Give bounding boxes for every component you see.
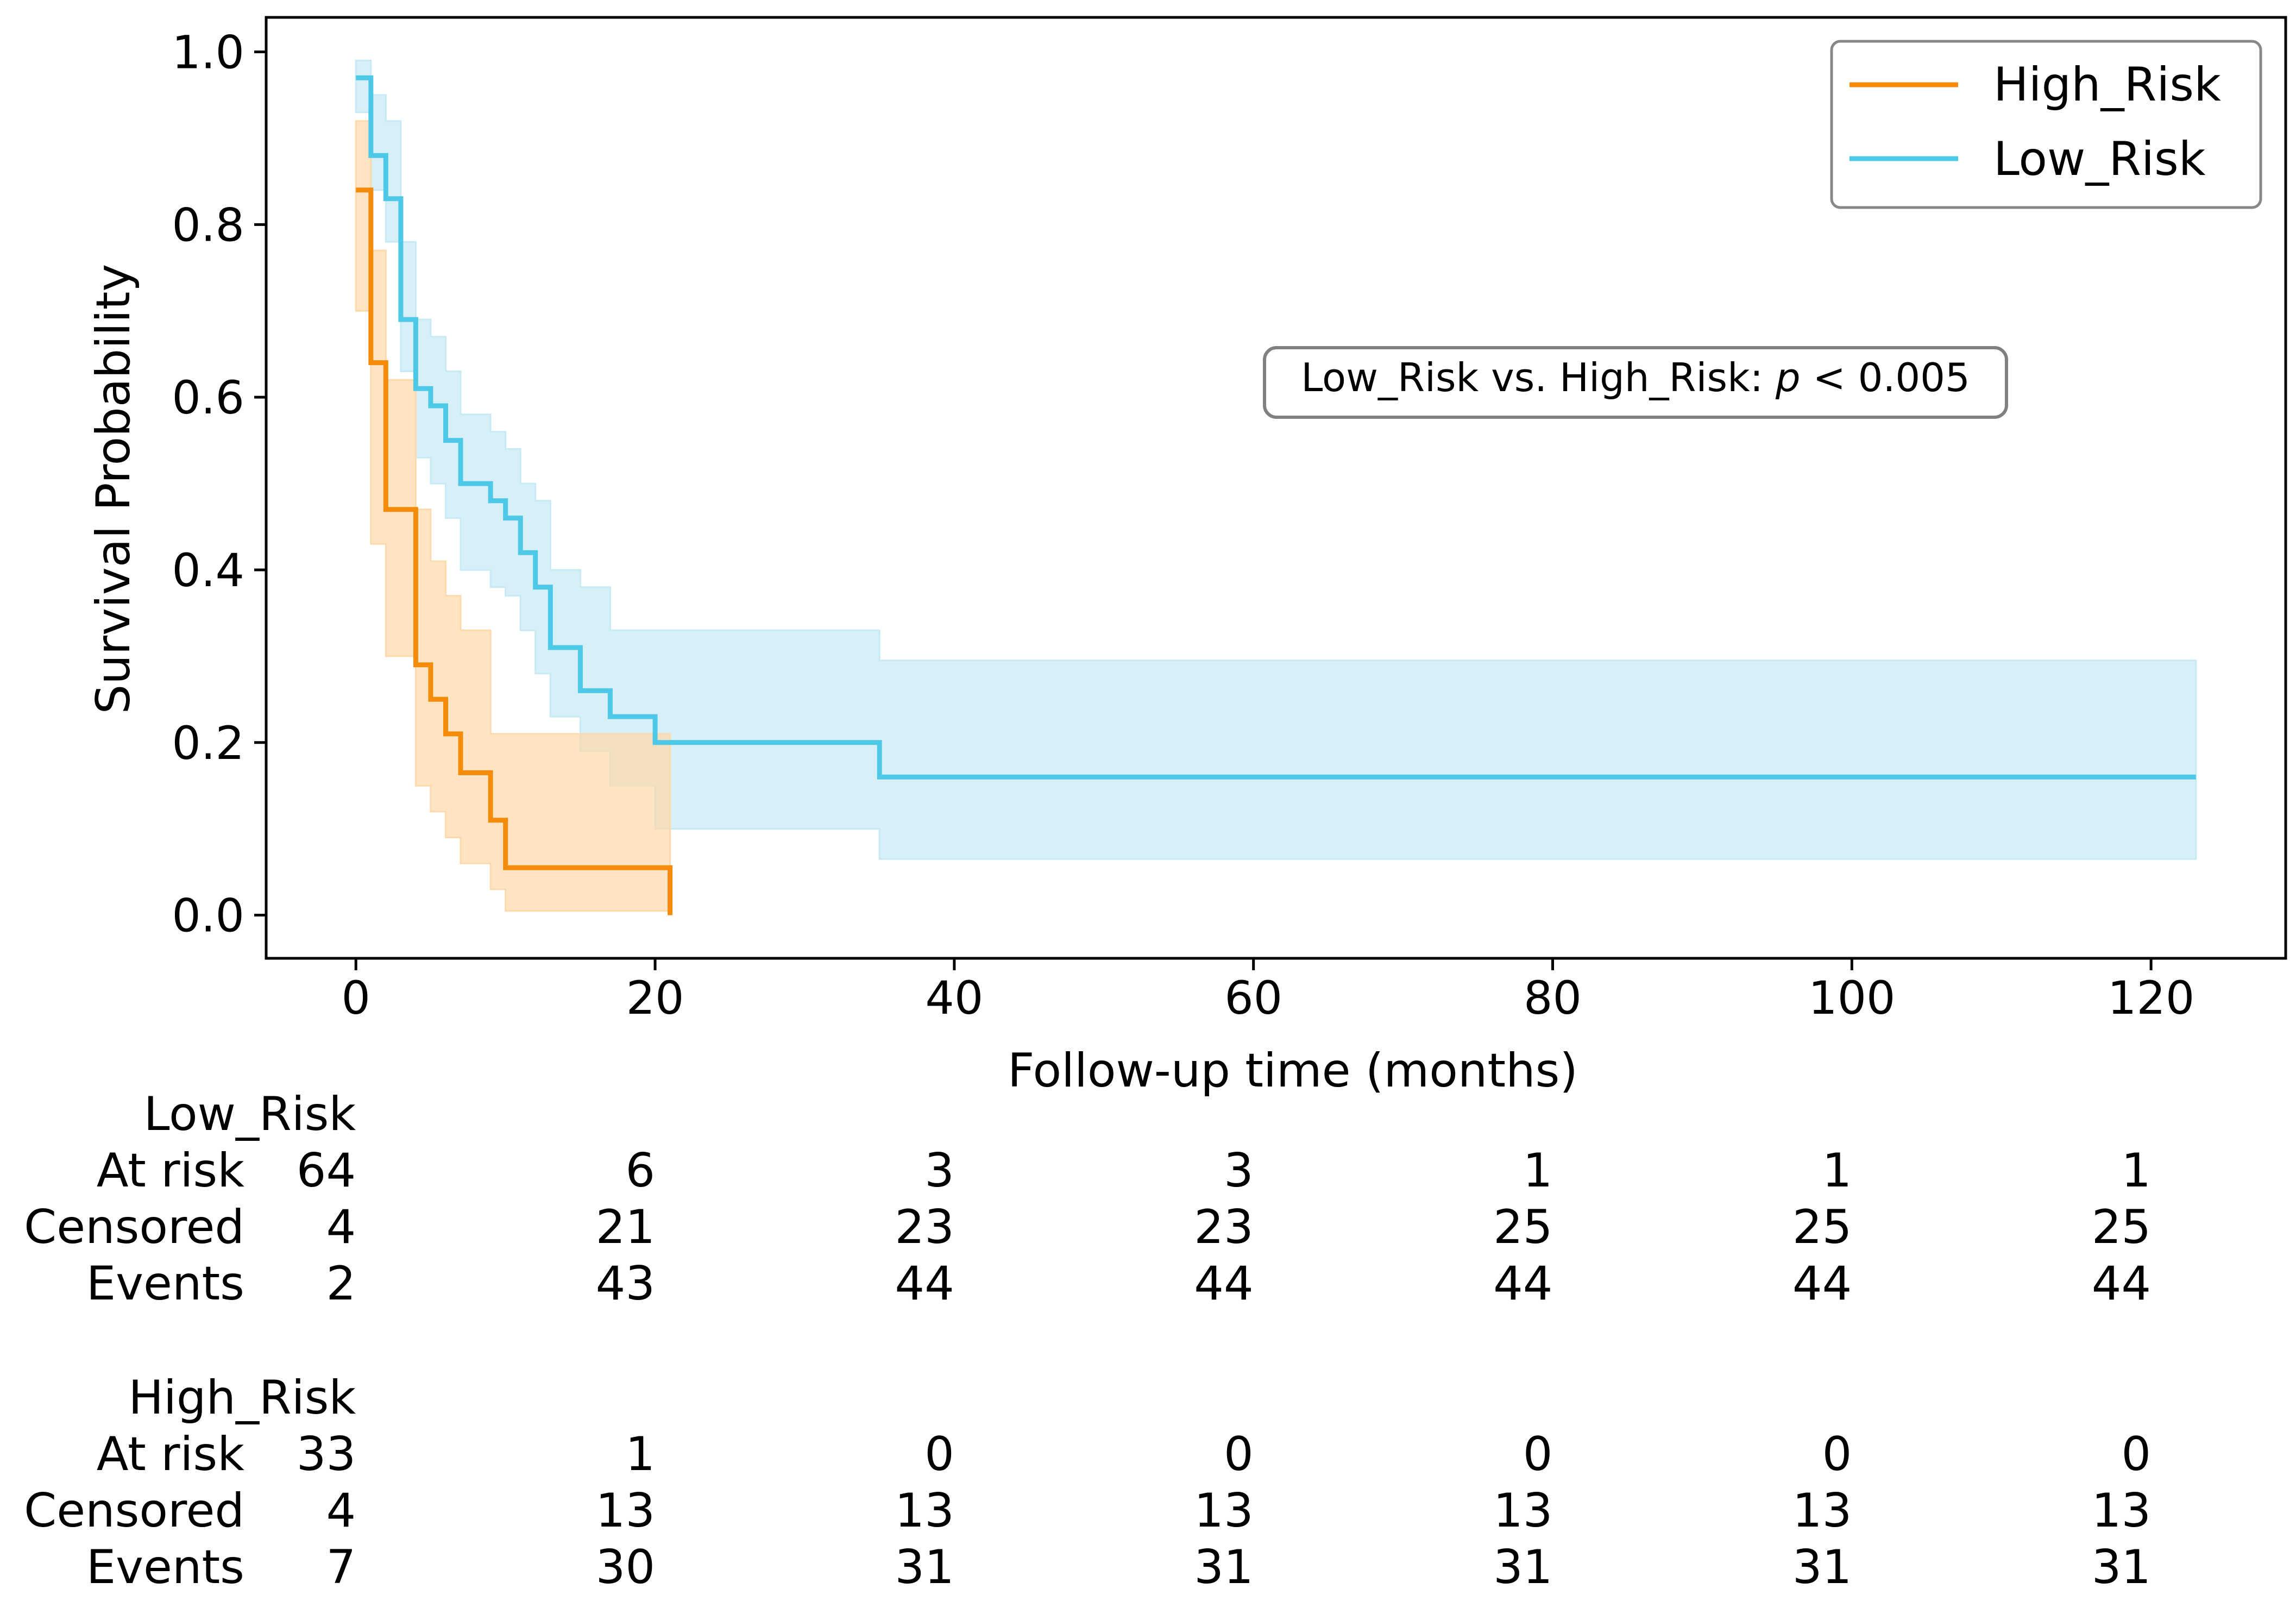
risk-cell: 31 xyxy=(1493,1540,1552,1594)
risk-cell: 13 xyxy=(1194,1484,1253,1538)
p-value-annotation: Low_Risk vs. High_Risk: p < 0.005 xyxy=(1263,346,2008,419)
x-tick-label: 0 xyxy=(342,971,370,1025)
risk-cell: 25 xyxy=(1493,1200,1552,1254)
y-tick-label: 0.0 xyxy=(172,889,244,943)
risk-cell: 4 xyxy=(326,1200,356,1254)
risk-cell: 13 xyxy=(596,1484,655,1538)
x-tick-label: 120 xyxy=(2108,971,2194,1025)
legend-label-low-risk: Low_Risk xyxy=(1993,132,2206,186)
survival-curves xyxy=(356,75,2196,915)
risk-row-label: At risk xyxy=(97,1427,244,1481)
risk-cell: 0 xyxy=(2121,1427,2151,1481)
risk-cell: 44 xyxy=(1792,1257,1852,1311)
risk-cell: 13 xyxy=(1792,1484,1852,1538)
risk-cell: 1 xyxy=(1523,1144,1553,1198)
risk-group-name: Low_Risk xyxy=(144,1087,356,1141)
risk-cell: 4 xyxy=(326,1484,356,1538)
survival-curve-low-risk xyxy=(356,75,2196,780)
risk-cell: 31 xyxy=(1792,1540,1852,1594)
risk-cell: 3 xyxy=(924,1144,954,1198)
risk-row-label: Censored xyxy=(24,1484,244,1538)
risk-cell: 64 xyxy=(297,1144,356,1198)
risk-row-label: Events xyxy=(86,1257,244,1311)
risk-cell: 31 xyxy=(2092,1540,2151,1594)
y-axis-label: Survival Probability xyxy=(86,264,141,714)
risk-cell: 31 xyxy=(1194,1540,1253,1594)
risk-cell: 33 xyxy=(297,1427,356,1481)
y-tick-label: 0.2 xyxy=(172,717,244,770)
risk-cell: 1 xyxy=(625,1427,655,1481)
risk-row-label: Censored xyxy=(24,1200,244,1254)
x-tick-label: 100 xyxy=(1808,971,1895,1025)
plot-frame xyxy=(265,16,2287,960)
risk-cell: 13 xyxy=(1493,1484,1552,1538)
risk-group-name: High_Risk xyxy=(128,1371,356,1425)
risk-cell: 1 xyxy=(1822,1144,1852,1198)
annotation-text: Low_Risk vs. High_Risk: p < 0.005 xyxy=(1301,355,1970,400)
risk-cell: 13 xyxy=(895,1484,954,1538)
risk-cell: 25 xyxy=(1792,1200,1852,1254)
risk-cell: 44 xyxy=(1493,1257,1552,1311)
risk-cell: 25 xyxy=(2092,1200,2151,1254)
x-tick-label: 20 xyxy=(626,971,684,1025)
risk-cell: 0 xyxy=(1523,1427,1553,1481)
x-tick-label: 40 xyxy=(925,971,983,1025)
annotation-box xyxy=(1263,346,2008,419)
x-tick-label: 60 xyxy=(1224,971,1282,1025)
risk-cell: 13 xyxy=(2092,1484,2151,1538)
legend: High_Risk Low_Risk xyxy=(1830,40,2262,209)
risk-cell: 21 xyxy=(596,1200,655,1254)
y-tick-label: 1.0 xyxy=(172,26,244,79)
ci-band-low-risk xyxy=(355,59,2197,860)
y-tick-label: 0.6 xyxy=(172,371,244,424)
risk-cell: 23 xyxy=(895,1200,954,1254)
risk-cell: 44 xyxy=(1194,1257,1253,1311)
y-axis-ticks: 0.0 0.2 0.4 0.6 0.8 1.0 xyxy=(172,26,266,943)
risk-row-label: Events xyxy=(86,1540,244,1594)
x-tick-label: 80 xyxy=(1524,971,1582,1025)
risk-cell: 7 xyxy=(326,1540,356,1594)
risk-cell: 1 xyxy=(2121,1144,2151,1198)
risk-cell: 44 xyxy=(2092,1257,2151,1311)
y-tick-label: 0.4 xyxy=(172,544,244,597)
risk-row-label: At risk xyxy=(97,1144,244,1198)
annotation-p-symbol: p xyxy=(1775,355,1801,400)
risk-cell: 3 xyxy=(1224,1144,1254,1198)
risk-cell: 44 xyxy=(895,1257,954,1311)
annotation-suffix: < 0.005 xyxy=(1801,355,1970,400)
risk-cell: 0 xyxy=(1224,1427,1254,1481)
risk-cell: 0 xyxy=(924,1427,954,1481)
y-tick-label: 0.8 xyxy=(172,198,244,252)
legend-label-high-risk: High_Risk xyxy=(1993,58,2221,112)
risk-cell: 6 xyxy=(625,1144,655,1198)
risk-cell: 2 xyxy=(326,1257,356,1311)
x-axis-label: Follow-up time (months) xyxy=(1008,1044,1578,1098)
x-axis-ticks: 0 20 40 60 80 100 120 xyxy=(342,958,2194,1025)
risk-cell: 31 xyxy=(895,1540,954,1594)
risk-cell: 43 xyxy=(596,1257,655,1311)
risk-cell: 23 xyxy=(1194,1200,1253,1254)
survival-curve-high-risk xyxy=(356,187,673,915)
risk-cell: 0 xyxy=(1822,1427,1852,1481)
annotation-prefix: Low_Risk vs. High_Risk: xyxy=(1301,355,1776,400)
risk-cell: 30 xyxy=(596,1540,655,1594)
